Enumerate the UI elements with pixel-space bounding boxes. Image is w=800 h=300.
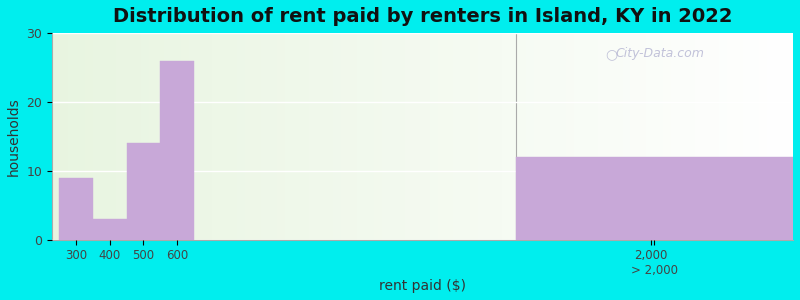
- Bar: [93, 219, 126, 240]
- Bar: [516, 157, 793, 240]
- Text: ○: ○: [606, 47, 618, 61]
- Bar: [160, 61, 194, 240]
- Title: Distribution of rent paid by renters in Island, KY in 2022: Distribution of rent paid by renters in …: [113, 7, 732, 26]
- Text: > 2,000: > 2,000: [631, 264, 678, 277]
- Text: City-Data.com: City-Data.com: [615, 47, 704, 60]
- Bar: [59, 178, 93, 240]
- X-axis label: rent paid ($): rent paid ($): [379, 279, 466, 293]
- Y-axis label: households: households: [7, 97, 21, 176]
- Bar: [126, 143, 160, 240]
